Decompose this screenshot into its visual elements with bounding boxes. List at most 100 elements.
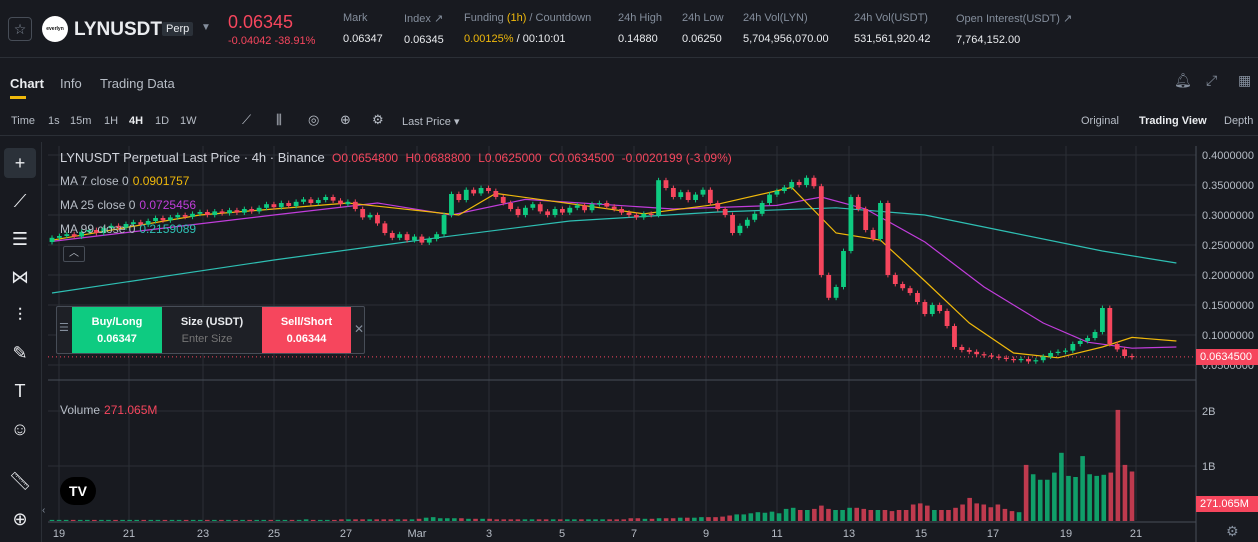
ma99-legend[interactable]: MA 99 close 0 0.2159089 xyxy=(60,222,197,236)
crosshair-icon[interactable]: + xyxy=(4,148,36,178)
tab-info[interactable]: Info xyxy=(60,76,82,91)
zoom-in-icon[interactable]: ⊕ xyxy=(12,509,28,529)
stat-open-interest[interactable]: Open Interest(USDT) ↗ 7,764,152.00 xyxy=(956,12,1072,46)
candle xyxy=(308,199,314,203)
ma99-path xyxy=(51,207,1177,294)
price-type-select[interactable]: Last Price ▾ xyxy=(402,116,460,128)
candle xyxy=(426,239,432,243)
bell-icon[interactable]: 🔔︎ xyxy=(1174,72,1192,88)
text-icon[interactable]: T xyxy=(14,381,26,401)
emoji-icon[interactable]: ☺ xyxy=(10,419,30,439)
tab-trading-data[interactable]: Trading Data xyxy=(100,76,175,91)
time-tick-label: 21 xyxy=(1130,528,1142,540)
ohlc-legend: LYNUSDT Perpetual Last Price · 4h · Bina… xyxy=(60,150,732,165)
volume-bar xyxy=(677,517,683,521)
interval-1h[interactable]: 1H xyxy=(104,115,119,127)
volume-bar xyxy=(339,519,344,521)
candle xyxy=(293,201,299,206)
expand-icon[interactable]: ⤢ xyxy=(1206,72,1218,88)
legend-open: O0.0654800 xyxy=(332,151,399,165)
volume-bar xyxy=(586,519,591,521)
interval-4h[interactable]: 4H xyxy=(129,115,144,127)
candle xyxy=(86,230,92,232)
star-icon[interactable]: ☆ xyxy=(8,17,32,41)
chart-toolbar: Time 1s 15m 1H 4H 1D 1W ⟋ ⫼ ◎ ⊕ ⚙︎ Last … xyxy=(0,106,1258,136)
candle xyxy=(611,206,617,209)
volume-bar xyxy=(1066,475,1071,521)
candle xyxy=(826,275,832,298)
candle-style-icon[interactable]: ⫼ xyxy=(276,112,282,127)
volume-bar xyxy=(445,518,450,521)
volume-bar xyxy=(56,519,62,521)
interval-15m[interactable]: 15m xyxy=(70,115,92,127)
horizontal-lines-icon[interactable]: ☰ xyxy=(11,229,29,249)
size-label: Size (USDT) xyxy=(180,316,244,328)
collapse-legend-button[interactable]: ︿ xyxy=(63,246,85,262)
volume-bar xyxy=(275,519,281,521)
ma25-legend[interactable]: MA 25 close 0 0.0725456 xyxy=(60,198,197,212)
buy-long-button[interactable]: Buy/Long 0.06347 xyxy=(72,307,162,353)
candle xyxy=(1129,356,1135,358)
volume-bar xyxy=(946,510,951,521)
camera-icon[interactable]: ◎ xyxy=(308,112,320,127)
chevron-left-icon[interactable]: ‹ xyxy=(42,505,46,516)
size-input[interactable] xyxy=(162,333,252,345)
interval-1s[interactable]: 1s xyxy=(48,115,60,127)
volume-bar xyxy=(169,519,175,521)
price-tick-label: 0.2500000 xyxy=(1202,240,1254,252)
grid-icon[interactable]: ▦ xyxy=(1238,72,1252,88)
brush-icon[interactable]: ✎ xyxy=(12,343,28,363)
add-indicator-icon[interactable]: ⊕ xyxy=(340,112,351,127)
volume-bar xyxy=(649,518,655,521)
legend-low: L0.0625000 xyxy=(478,151,542,165)
interval-1d[interactable]: 1D xyxy=(155,115,170,127)
volume-bar xyxy=(1016,512,1022,521)
candle xyxy=(693,194,698,200)
volume-bar xyxy=(565,519,570,521)
fib-icon[interactable]: ⫶ xyxy=(17,305,23,325)
interval-time[interactable]: Time xyxy=(11,115,36,127)
candle xyxy=(367,215,373,218)
stat-index[interactable]: Index ↗ 0.06345 xyxy=(404,12,444,46)
trend-line-icon[interactable]: ⟋ xyxy=(13,191,27,211)
candle xyxy=(952,326,957,347)
candle xyxy=(167,217,173,221)
candle xyxy=(767,194,772,203)
volume-bar xyxy=(769,511,775,521)
chevron-down-icon[interactable]: ▼ xyxy=(201,22,211,33)
time-tick-label: 9 xyxy=(703,528,709,540)
volume-bar xyxy=(600,519,605,521)
sell-short-button[interactable]: Sell/Short 0.06344 xyxy=(262,307,351,353)
volume-bar xyxy=(854,507,859,521)
price-tick-label: 0.4000000 xyxy=(1202,150,1254,162)
ruler-icon[interactable]: 📏︎ xyxy=(8,471,32,491)
volume-bar xyxy=(254,519,259,521)
volume-bar xyxy=(353,519,358,521)
drag-handle-icon[interactable]: ☰ xyxy=(59,322,69,334)
pattern-icon[interactable]: ⋈ xyxy=(11,267,29,287)
interval-1w[interactable]: 1W xyxy=(180,115,197,127)
volume-bar xyxy=(819,505,824,521)
stat-label: Open Interest(USDT) ↗ xyxy=(956,13,1073,25)
settings-icon[interactable]: ⚙︎ xyxy=(372,112,384,127)
view-depth[interactable]: Depth xyxy=(1224,115,1254,127)
gear-icon[interactable]: ⚙︎ xyxy=(1226,523,1239,539)
view-trading-view[interactable]: Trading View xyxy=(1139,115,1207,127)
volume-bar xyxy=(755,512,761,521)
tab-chart[interactable]: Chart xyxy=(10,76,44,91)
volume-bar xyxy=(197,519,203,521)
last-price: 0.06345 xyxy=(228,12,294,32)
chart-type-icon[interactable]: ⟋ xyxy=(242,112,252,127)
candle xyxy=(123,224,129,228)
volume-tick-label: 2B xyxy=(1202,406,1215,418)
ma7-legend[interactable]: MA 7 close 0 0.0901757 xyxy=(60,174,190,188)
tradingview-logo[interactable]: TV xyxy=(60,477,96,505)
candle xyxy=(493,191,499,197)
symbol-name[interactable]: LYNUSDT xyxy=(74,19,162,40)
candles xyxy=(49,175,1135,364)
candle xyxy=(301,199,306,202)
candle xyxy=(145,221,151,225)
close-icon[interactable]: ✕ xyxy=(354,322,365,336)
view-original[interactable]: Original xyxy=(1081,115,1119,127)
